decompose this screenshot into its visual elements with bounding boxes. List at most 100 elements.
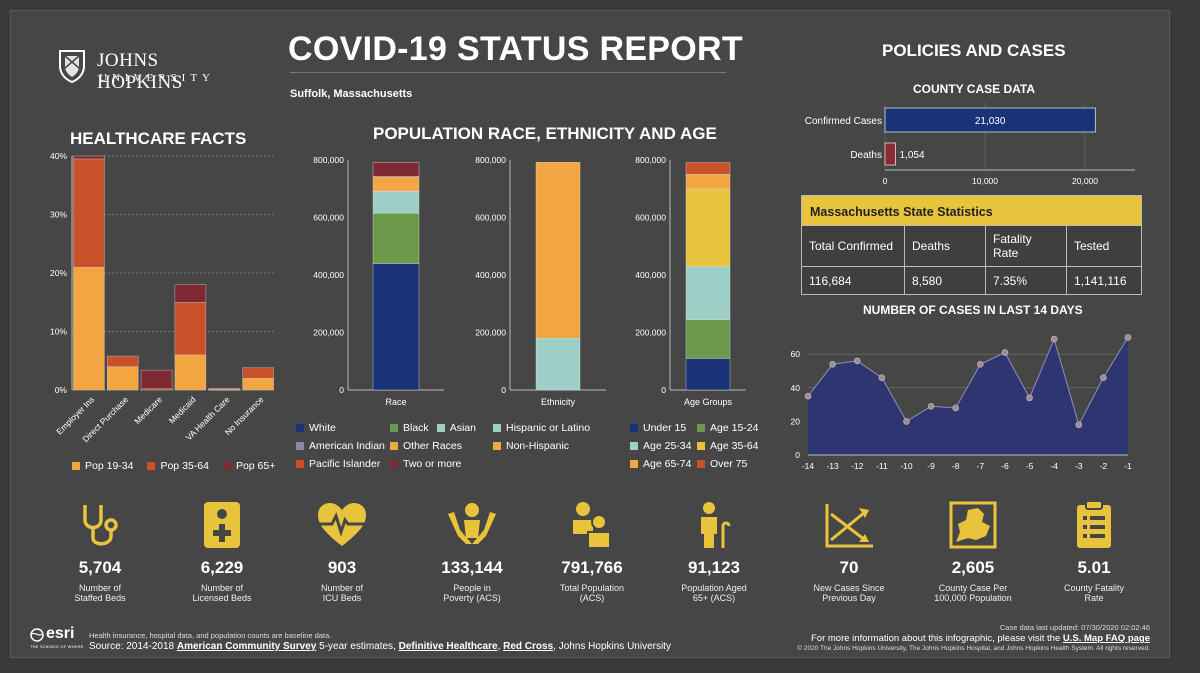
stat-total-population: 791,766 Total Population (ACS) <box>532 500 652 603</box>
stat-label-line1: Number of <box>320 583 364 593</box>
x-tick-label: -8 <box>952 461 960 471</box>
definitive-healthcare-link[interactable]: Definitive Healthcare <box>398 641 498 652</box>
more-info: For more information about this infograp… <box>811 633 1150 644</box>
source-comma: , <box>497 641 501 652</box>
y-tick-label: 600,000 <box>475 213 506 223</box>
legend-label: Pop 19-34 <box>85 460 134 472</box>
stat-label-line2: Previous Day <box>822 593 876 603</box>
stat-label: Total Population (ACS) <box>532 583 652 603</box>
legend-swatch <box>390 442 398 450</box>
y-tick-label: 800,000 <box>313 155 344 165</box>
x-tick-label: Medicare <box>132 394 164 426</box>
x-axis-label: Race <box>385 397 406 407</box>
value-label: 21,030 <box>975 116 1006 127</box>
y-tick-label: 30% <box>50 210 67 220</box>
bar-segment <box>174 354 207 391</box>
stat-value: 791,766 <box>561 558 623 577</box>
x-tick-label: -13 <box>826 461 839 471</box>
y-tick-label: 40% <box>50 151 67 161</box>
bar-segment <box>73 158 105 268</box>
legend-swatch <box>697 424 705 432</box>
legend-over75: Over 75 <box>697 458 770 470</box>
legend-label: White <box>309 422 336 434</box>
x-tick-label: -4 <box>1050 461 1058 471</box>
source-line: Source: 2014-2018 American Community Sur… <box>89 641 671 652</box>
baseline-note: Health insurance, hospital data, and pop… <box>89 631 332 640</box>
heartbeat-icon <box>318 503 366 546</box>
ethnicity-legend: Hispanic or Latino Non-Hispanic <box>493 422 590 452</box>
data-point <box>903 418 910 425</box>
stat-label: County Case Per 100,000 Population <box>913 583 1033 603</box>
y-tick-label: 20% <box>50 268 67 278</box>
y-tick-label: 10% <box>50 327 67 337</box>
globe-icon <box>30 628 44 642</box>
legend-swatch <box>147 462 156 470</box>
legend-swatch <box>630 424 638 432</box>
y-tick-label: 600,000 <box>635 213 666 223</box>
y-tick-label: 400,000 <box>313 270 344 280</box>
location: Suffolk, Massachusetts <box>290 88 413 100</box>
stat-label-line2: ICU Beds <box>322 593 362 603</box>
faq-link[interactable]: U.S. Map FAQ page <box>1062 633 1150 644</box>
stat-label-line1: Total Population <box>559 583 625 593</box>
hands-person-icon <box>448 503 496 544</box>
table-cell: 7.35% <box>985 266 1067 295</box>
logo-line1: JOHNS HOPKINS <box>97 50 183 93</box>
bar-segment <box>685 358 731 391</box>
data-point <box>977 360 984 368</box>
y-tick-label: 0 <box>501 385 506 395</box>
population-title: POPULATION RACE, ETHNICITY AND AGE <box>373 124 717 143</box>
bar-segment <box>685 319 731 359</box>
bar-segment <box>242 378 274 391</box>
legend-swatch <box>436 424 445 432</box>
acs-link[interactable]: American Community Survey <box>176 641 317 652</box>
age-chart: 0 200,000 400,000 600,000 800,000 Age Groups <box>635 155 746 407</box>
data-point <box>804 392 812 400</box>
mass-stats-table: Total Confirmed Deaths Fatality Rate Tes… <box>801 225 1142 295</box>
jhu-shield-icon <box>59 50 85 84</box>
x-tick-label: -12 <box>851 461 864 471</box>
table-row: Total Confirmed Deaths Fatality Rate Tes… <box>801 225 1142 267</box>
legend-label: Under 15 <box>643 422 687 434</box>
stat-label-line2: 100,000 Population <box>934 593 1012 603</box>
copyright: © 2020 The Johns Hopkins University, The… <box>797 645 1150 652</box>
legend-hispanic: Hispanic or Latino <box>493 422 590 434</box>
y-tick-label: 400,000 <box>635 270 666 280</box>
x-tick-label: -5 <box>1026 461 1034 471</box>
legend-black-asian: Black Asian <box>390 422 486 434</box>
more-info-text: For more information about this infograp… <box>811 633 1061 644</box>
legend-pop3564: Pop 35-64 <box>147 460 209 472</box>
stat-value: 70 <box>839 558 859 577</box>
red-cross-link[interactable]: Red Cross <box>503 641 554 652</box>
category-label: Confirmed Cases <box>805 116 882 127</box>
bar-segment <box>73 155 105 160</box>
stat-label-line1: Number of <box>200 583 244 593</box>
x-tick-label: -7 <box>977 461 985 471</box>
legend-white: White <box>296 422 390 434</box>
stat-fatality-rate: 5.01 County Fatality Rate <box>1034 500 1154 603</box>
table-cell: 116,684 <box>801 266 905 295</box>
bar-segment <box>107 366 139 391</box>
elderly-icon <box>701 502 731 548</box>
bar-segment <box>208 388 240 390</box>
stat-label-line2: Staffed Beds <box>74 593 126 603</box>
esri-logo: esri THE SCIENCE OF WHERE <box>30 625 86 652</box>
stat-case-per-100k: 2,605 County Case Per 100,000 Population <box>913 500 1033 603</box>
table-cell: 8,580 <box>904 266 986 295</box>
bar-segment <box>372 191 420 214</box>
stat-icu-beds: 903 Number of ICU Beds <box>282 500 402 603</box>
y-tick-label: 200,000 <box>313 328 344 338</box>
data-point <box>1075 421 1083 429</box>
table-header-cell: Fatality Rate <box>985 225 1067 267</box>
data-point <box>952 404 959 412</box>
bar <box>884 142 896 166</box>
bar-segment <box>372 263 420 391</box>
logo-line2: UNIVERSITY <box>99 72 215 84</box>
y-tick-label: 200,000 <box>475 328 506 338</box>
jhu-logo: JOHNS HOPKINS UNIVERSITY <box>57 48 247 93</box>
legend-label: Pop 35-64 <box>160 460 209 472</box>
table-header-cell: Tested <box>1066 225 1142 267</box>
legend-swatch <box>296 442 304 450</box>
bar-segment <box>372 176 420 192</box>
